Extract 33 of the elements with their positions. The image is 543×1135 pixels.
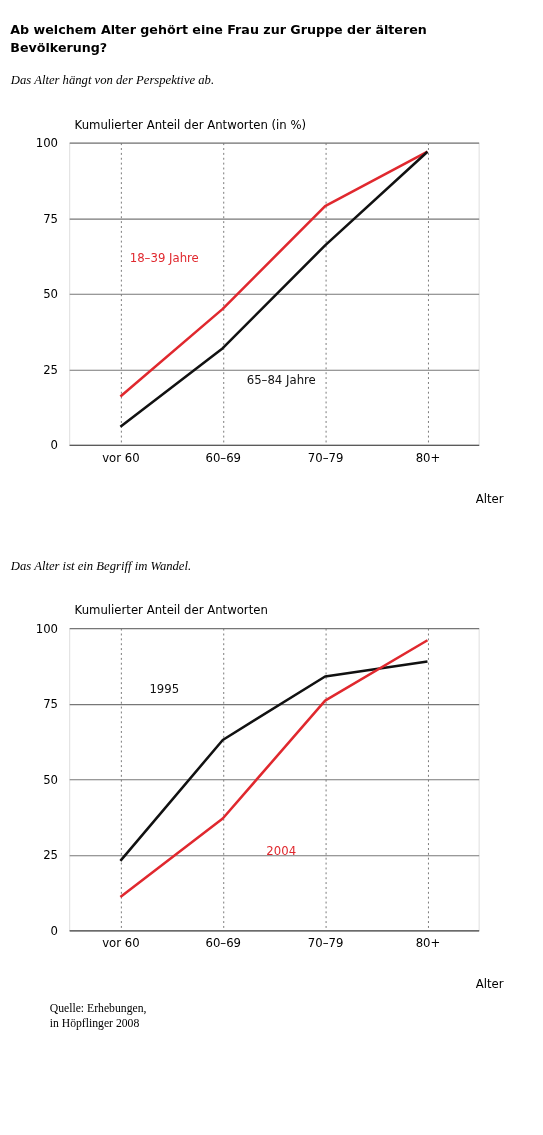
chart-subtitle: Das Alter ist ein Begriff im Wandel.	[9, 558, 192, 573]
y-tick-label: 75	[43, 697, 58, 712]
x-tick-label: 60–69	[205, 450, 242, 465]
x-tick-label: vor 60	[102, 450, 140, 465]
chart-title: Ab welchem Alter gehört eine Frau zur Gruppe der älteren Bevölkerung?	[10, 21, 427, 55]
x-axis-title: Alter	[475, 977, 504, 992]
text: 65–84 Jahre	[246, 373, 316, 388]
y-tick-label: 0	[50, 923, 58, 938]
x-tick-label: vor 60	[102, 936, 140, 951]
x-tick-label: 70–79	[307, 450, 344, 465]
text: 18–39 Jahre	[129, 251, 199, 266]
text: 2004	[266, 843, 297, 858]
line-series	[119, 638, 429, 899]
text: 1995	[149, 682, 180, 697]
y-tick-label: 75	[43, 211, 58, 226]
y-axis-title: Kumulierter Anteil der Antworten	[74, 603, 268, 617]
y-tick-label: 25	[43, 848, 58, 863]
source-note: Quelle: Erhebungen,	[49, 1002, 147, 1016]
x-axis-title: Alter	[475, 491, 504, 506]
x-tick-label: 60–69	[205, 936, 242, 951]
y-axis-title: Kumulierter Anteil der Antworten (in %)	[74, 117, 307, 132]
x-tick-label: 80+	[415, 936, 441, 951]
chart-subtitle: Das Alter hängt von der Perspektive ab.	[9, 73, 215, 88]
y-tick-label: 50	[43, 772, 58, 787]
y-tick-label: 100	[35, 621, 58, 636]
y-tick-label: 50	[43, 287, 58, 302]
y-tick-label: 100	[35, 136, 58, 151]
y-tick-label: 25	[43, 362, 58, 377]
x-tick-label: 70–79	[307, 936, 344, 951]
x-tick-label: 80+	[415, 450, 441, 465]
text: in Höpflinger 2008	[49, 1016, 140, 1030]
y-tick-label: 0	[50, 438, 58, 453]
line-series	[119, 660, 429, 863]
